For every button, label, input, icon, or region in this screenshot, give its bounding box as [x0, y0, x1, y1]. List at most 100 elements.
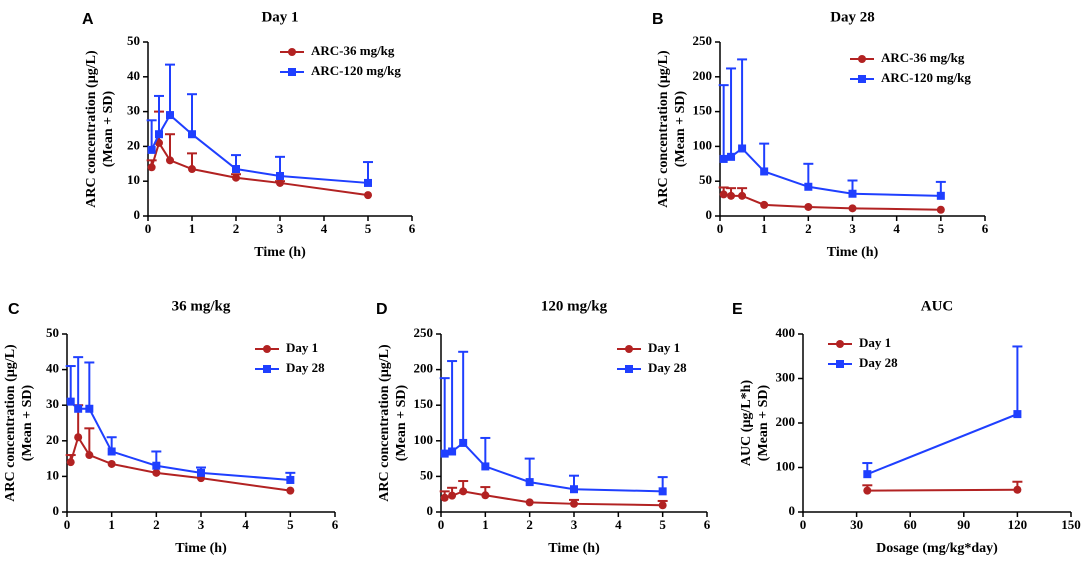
y-tick-label: 300 [776, 369, 796, 384]
y-tick-label: 10 [127, 172, 140, 187]
data-point [188, 165, 196, 174]
chart-panel-e: E AUC 0 30 60 90 120 150 0 100 200 300 400 Dosage (mg… [732, 298, 1081, 556]
data-point [848, 189, 857, 198]
y-tick-label: 50 [46, 325, 59, 340]
legend: ARC-36 mg/kg ARC-120 mg/kg [280, 43, 401, 78]
legend-label: Day 28 [286, 360, 325, 375]
data-point [364, 191, 372, 200]
data-point [525, 498, 534, 507]
data-point [155, 130, 163, 139]
y-axis-label-sub: (Mean + SD) [756, 384, 771, 461]
x-tick-label: 0 [438, 517, 445, 532]
legend-marker [625, 365, 633, 373]
data-point [440, 493, 449, 502]
data-point [481, 462, 490, 471]
y-tick-label: 0 [53, 503, 60, 518]
y-tick-label: 50 [420, 467, 433, 482]
panel-letter: B [652, 11, 664, 28]
data-point [936, 205, 945, 214]
x-tick-label: 5 [365, 221, 372, 236]
y-tick-label: 0 [789, 503, 796, 518]
chart-panel-b: B Day 28 0 1 2 3 4 5 6 0 50 100 150 200 250 Time (h) ARC… [652, 9, 989, 260]
legend-label: ARC-120 mg/kg [311, 63, 401, 78]
data-point [74, 433, 83, 442]
x-tick-label: 0 [800, 517, 807, 532]
x-tick-label: 4 [242, 517, 249, 532]
data-point [1013, 410, 1022, 419]
series-line [70, 400, 291, 481]
chart-title: 120 mg/kg [541, 298, 608, 314]
x-tick-label: 0 [64, 517, 71, 532]
x-axis-label: Time (h) [175, 541, 227, 556]
data-point [719, 190, 728, 199]
data-point [152, 468, 161, 477]
x-tick-label: 5 [938, 221, 945, 236]
chart-panel-a: A Day 1 0 1 2 3 4 5 6 0 10 20 30 40 50 Time (h) ARC conc… [82, 9, 416, 260]
y-axis-label: ARC concentration (µg/L) [377, 344, 392, 502]
x-axis-label: Time (h) [254, 245, 306, 260]
x-tick-label: 2 [805, 221, 812, 236]
x-axis-label: Time (h) [548, 541, 600, 556]
x-tick-label: 1 [482, 517, 489, 532]
y-tick-label: 100 [776, 458, 796, 473]
x-axis-label: Dosage (mg/kg*day) [876, 541, 998, 556]
series-b [862, 345, 1023, 479]
legend-marker [858, 55, 866, 63]
series-line [723, 147, 941, 197]
series-a [718, 186, 945, 214]
data-point [658, 487, 667, 496]
legend-label: Day 1 [648, 340, 680, 355]
legend-label: ARC-36 mg/kg [881, 50, 965, 65]
x-tick-label: 2 [233, 221, 240, 236]
x-tick-label: 30 [850, 517, 863, 532]
data-point [155, 138, 163, 147]
y-tick-label: 100 [414, 432, 434, 447]
data-point [74, 404, 83, 413]
legend: Day 1 Day 28 [828, 335, 898, 370]
x-tick-label: 0 [717, 221, 724, 236]
data-point [760, 200, 769, 209]
y-tick-label: 0 [706, 207, 713, 222]
data-point [232, 173, 240, 182]
y-axis-label-sub: (Mean + SD) [394, 384, 409, 461]
data-point [525, 478, 534, 487]
y-tick-label: 50 [127, 33, 140, 48]
data-point [760, 167, 769, 176]
y-axis-label-sub: (Mean + SD) [20, 384, 35, 461]
y-axis-label-sub: (Mean + SD) [101, 90, 116, 167]
series-line [866, 413, 1018, 476]
y-tick-label: 200 [414, 361, 434, 376]
legend-label: Day 1 [859, 335, 891, 350]
y-tick-label: 0 [427, 503, 434, 518]
chart-title: Day 1 [261, 9, 298, 25]
data-point [85, 451, 94, 460]
legend: Day 1 Day 28 [255, 340, 325, 375]
legend-marker [858, 75, 866, 83]
data-point [459, 487, 468, 496]
legend-label: ARC-120 mg/kg [881, 70, 971, 85]
series-b [718, 58, 946, 200]
data-point [152, 461, 161, 470]
y-tick-label: 250 [414, 325, 434, 340]
legend-marker [836, 360, 844, 368]
x-tick-label: 4 [615, 517, 622, 532]
data-point [107, 459, 116, 468]
data-point [863, 470, 872, 479]
panel-letter: C [8, 301, 20, 318]
x-tick-label: 6 [332, 517, 339, 532]
x-tick-label: 60 [904, 517, 917, 532]
series-b [439, 350, 668, 496]
data-point [863, 486, 872, 495]
data-point [85, 404, 94, 413]
y-tick-label: 0 [134, 207, 141, 222]
data-point [658, 501, 667, 510]
series-a [65, 404, 295, 495]
chart-panel-d: D 120 mg/kg 0 1 2 3 4 5 6 0 50 100 150 200 250 Time (h)… [376, 298, 711, 556]
y-tick-label: 20 [46, 432, 59, 447]
data-point [719, 154, 728, 163]
y-tick-label: 50 [699, 172, 712, 187]
legend-marker [836, 340, 844, 348]
series-line [69, 434, 291, 492]
data-point [936, 191, 945, 200]
x-tick-label: 2 [153, 517, 160, 532]
